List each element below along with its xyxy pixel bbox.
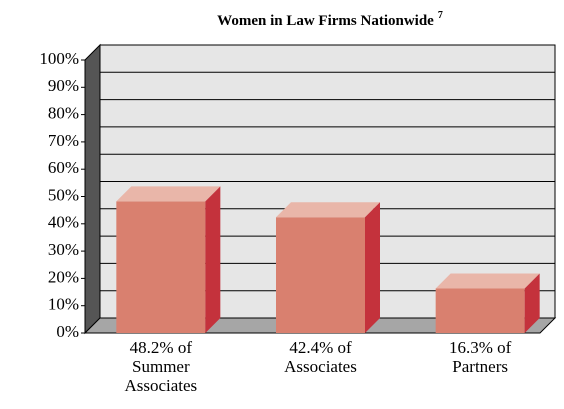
x-tick-label: 42.4% of Associates [284, 338, 357, 376]
bar-top [116, 186, 221, 202]
bar-side [205, 186, 221, 333]
y-tick-label: 0% [56, 322, 79, 341]
bar [435, 273, 540, 333]
y-tick-label: 20% [48, 267, 79, 286]
y-tick-label: 60% [48, 158, 79, 177]
y-tick-label: 90% [48, 76, 79, 95]
bar-top [435, 273, 540, 289]
y-tick-label: 10% [48, 295, 79, 314]
y-tick-label: 30% [48, 240, 79, 259]
bar-front [116, 201, 206, 333]
left-wall [84, 43, 101, 335]
bar-side [365, 202, 380, 333]
y-tick-label: 100% [39, 49, 79, 68]
bar-top [276, 202, 380, 218]
bar [276, 202, 380, 333]
bar-front [276, 217, 365, 333]
bar-side [524, 273, 540, 333]
y-tick-label: 50% [48, 185, 79, 204]
bar [116, 186, 221, 333]
y-tick-label: 40% [48, 213, 79, 232]
y-tick-label: 70% [48, 131, 79, 150]
x-tick-label: 48.2% of Summer Associates [124, 338, 198, 395]
x-tick-label: 16.3% of Partners [448, 338, 512, 376]
chart-title: Women in Law Firms Nationwide 7 [217, 10, 443, 29]
title-text: Women in Law Firms Nationwide [217, 13, 434, 29]
bar-front [435, 288, 525, 333]
y-tick-label: 80% [48, 104, 79, 123]
title-superscript: 7 [438, 10, 443, 21]
